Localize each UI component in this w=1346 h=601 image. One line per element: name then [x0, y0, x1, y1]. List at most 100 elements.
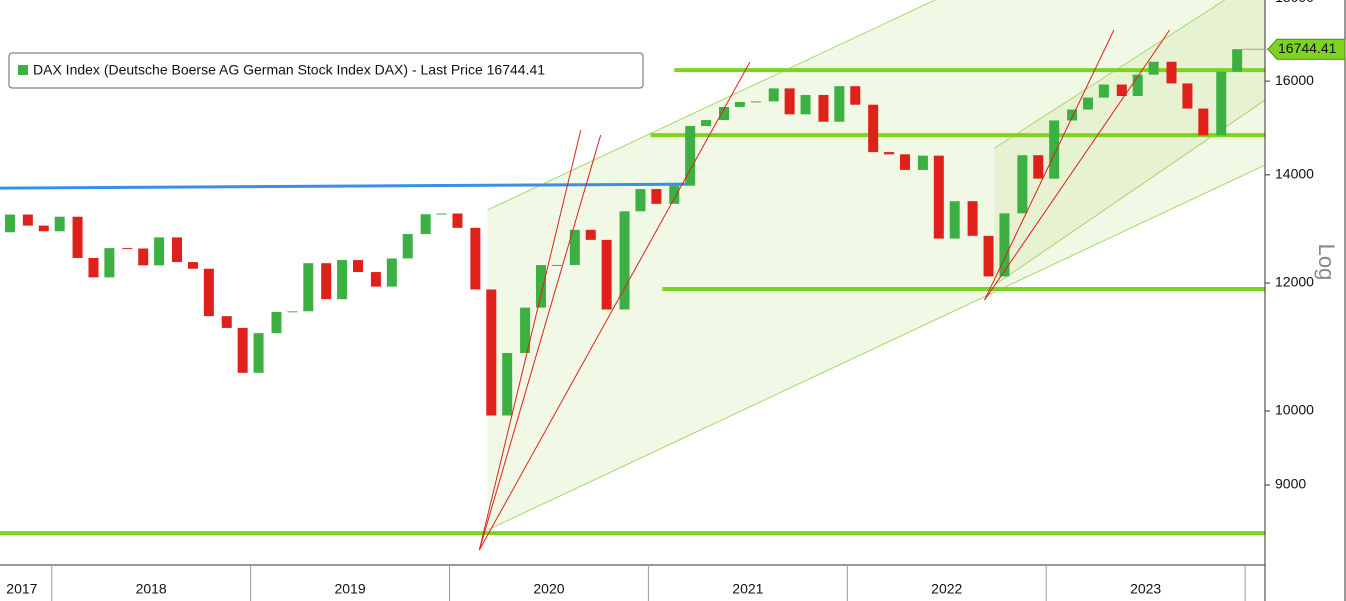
candle — [154, 237, 165, 266]
candle — [768, 88, 779, 102]
trend-line — [478, 134, 602, 551]
candle — [1148, 61, 1159, 75]
candle — [4, 214, 15, 233]
candle — [1116, 84, 1127, 97]
candle — [551, 264, 562, 266]
candle — [834, 86, 845, 122]
legend-box — [8, 52, 644, 89]
candle — [868, 104, 879, 153]
candle — [1182, 83, 1193, 109]
candle — [104, 248, 115, 278]
x-tick-label: 2018 — [136, 581, 167, 597]
candle — [321, 263, 332, 300]
candle — [718, 106, 729, 121]
candle — [1132, 74, 1143, 97]
candle — [337, 260, 348, 300]
candle — [601, 239, 612, 310]
candle — [54, 216, 65, 232]
candle — [784, 88, 795, 115]
channel-fill — [487, 0, 1265, 531]
candle — [1049, 120, 1060, 179]
candle — [38, 225, 49, 232]
channel-line — [487, 164, 1265, 531]
candle — [1067, 109, 1078, 121]
candle — [701, 120, 712, 127]
candle — [536, 265, 547, 308]
candle — [999, 213, 1010, 277]
candle — [221, 316, 232, 328]
candle — [1216, 71, 1227, 136]
candle — [800, 94, 811, 115]
candle — [1232, 49, 1243, 72]
candle — [818, 94, 829, 122]
trend-line — [478, 61, 751, 551]
candle — [750, 101, 761, 103]
last-price-tag — [1267, 38, 1346, 60]
candle — [502, 352, 513, 416]
candle — [569, 229, 580, 265]
candle — [452, 213, 463, 228]
candle — [734, 101, 745, 107]
candle — [520, 307, 531, 353]
x-tick-label: 2023 — [1130, 581, 1161, 597]
x-tick-label: 2021 — [732, 581, 763, 597]
candle — [1082, 97, 1093, 110]
candle — [88, 257, 99, 278]
candle — [187, 262, 198, 269]
candle — [1166, 61, 1177, 84]
candle — [949, 201, 960, 239]
x-tick-label: 2022 — [931, 581, 962, 597]
candle — [1098, 84, 1109, 98]
trend-line — [478, 129, 582, 551]
candle — [138, 248, 149, 266]
candle — [253, 333, 264, 373]
candle — [287, 311, 298, 313]
candle — [884, 152, 895, 155]
candle — [386, 258, 397, 287]
candle — [303, 263, 314, 312]
candle — [983, 235, 994, 277]
candle — [1033, 155, 1044, 179]
channel-line — [994, 0, 1226, 149]
candle — [237, 327, 248, 373]
resistance-line — [0, 182, 693, 190]
candle — [850, 86, 861, 105]
candle — [436, 213, 447, 215]
candle — [1198, 108, 1209, 136]
plot-area — [0, 0, 1265, 551]
candle — [72, 216, 83, 258]
trend-line — [984, 29, 1170, 301]
candle — [917, 155, 928, 170]
candle — [933, 155, 944, 239]
y-tick-label: 18000 — [1275, 0, 1314, 5]
legend: DAX Index (Deutsche Boerse AG German Sto… — [8, 52, 644, 89]
candle — [172, 237, 183, 263]
candle — [271, 311, 282, 334]
candle — [619, 211, 630, 310]
candle — [651, 189, 662, 204]
candle — [669, 185, 680, 204]
trend-line — [984, 29, 1115, 301]
y-tick-label: 12000 — [1275, 274, 1314, 290]
y-tick-label: 10000 — [1275, 402, 1314, 418]
candle — [22, 214, 33, 226]
candle — [470, 227, 481, 290]
last-price-label: 16744.41 — [1278, 40, 1337, 56]
axis-label: Log — [1314, 244, 1339, 281]
x-tick-label: 2019 — [334, 581, 365, 597]
candle — [402, 234, 413, 259]
candle — [122, 248, 133, 250]
candle — [635, 189, 646, 212]
legend-swatch — [18, 65, 28, 75]
candle — [420, 214, 431, 235]
y-tick-label: 14000 — [1275, 166, 1314, 182]
y-tick-label: 16000 — [1275, 72, 1314, 88]
candle — [370, 272, 381, 287]
candle — [899, 154, 910, 170]
candle — [1017, 155, 1028, 214]
x-tick-label: 2017 — [6, 581, 37, 597]
candle — [685, 126, 696, 186]
candle — [486, 289, 497, 416]
candle — [353, 260, 364, 273]
